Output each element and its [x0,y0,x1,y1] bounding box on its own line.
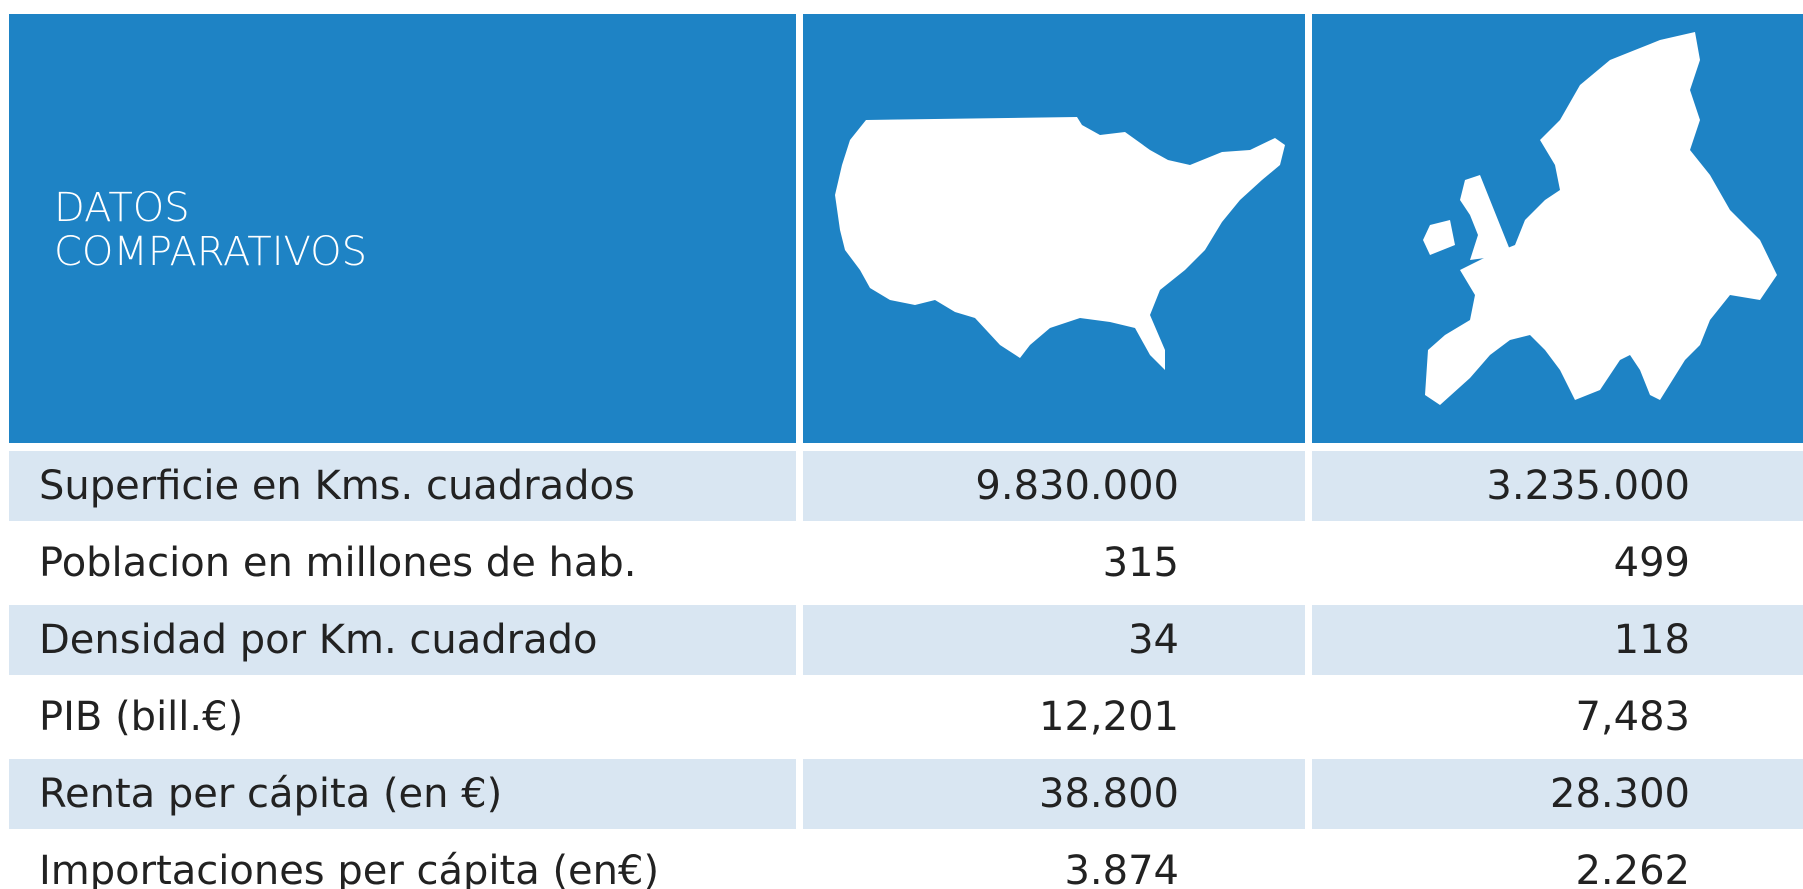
row-label: Poblacion en millones de hab. [9,528,796,598]
usa-map [835,117,1285,370]
row-label: Renta per cápita (en €) [9,759,796,829]
row-value: 28.300 [1312,759,1803,829]
row-label: Importaciones per cápita (en€) [9,836,796,889]
row-value: 12,201 [803,682,1305,752]
row-label: Densidad por Km. cuadrado [9,605,796,675]
header-title: DATOS COMPARATIVOS [54,186,367,274]
europe-map [1425,32,1777,405]
row-value: 3.235.000 [1312,451,1803,521]
title-line: DATOS [54,185,190,231]
row-label: PIB (bill.€) [9,682,796,752]
title-line: COMPARATIVOS [54,229,368,275]
row-value: 38.800 [803,759,1305,829]
row-label: Superficie en Kms. cuadrados [9,451,796,521]
row-value: 7,483 [1312,682,1803,752]
header-cell [9,14,796,443]
row-value: 118 [1312,605,1803,675]
row-value: 2.262 [1312,836,1803,889]
row-value: 315 [803,528,1305,598]
row-value: 9.830.000 [803,451,1305,521]
row-value: 34 [803,605,1305,675]
row-value: 3.874 [803,836,1305,889]
row-value: 499 [1312,528,1803,598]
britain-map [1423,175,1510,260]
